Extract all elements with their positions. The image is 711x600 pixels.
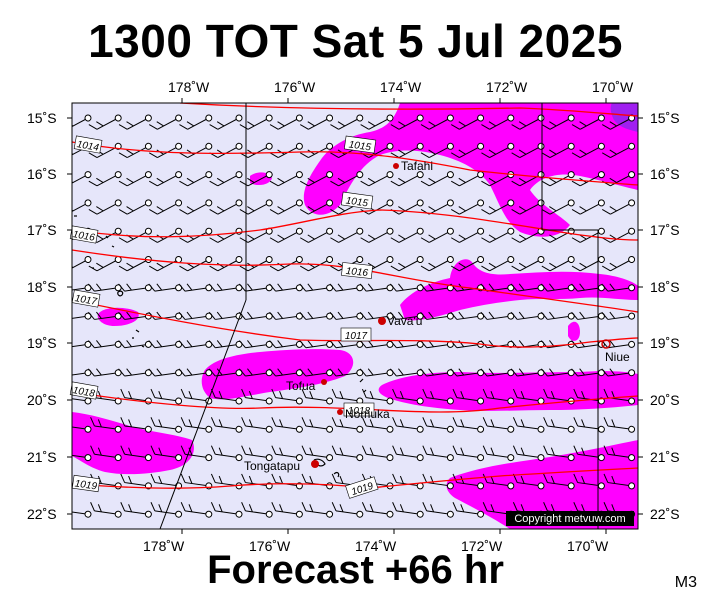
lat-label: 22˚S: [650, 506, 680, 522]
lon-label: 172˚W: [461, 538, 503, 554]
tafahi-marker: [393, 163, 399, 169]
latitude-labels-right: 15˚S 16˚S 17˚S 18˚S 19˚S 20˚S 21˚S 22˚S: [650, 110, 680, 522]
longitude-labels-top: 178˚W 176˚W 174˚W 172˚W 170˚W: [168, 79, 634, 95]
lat-label: 18˚S: [650, 279, 680, 295]
lat-label: 22˚S: [27, 506, 57, 522]
lon-label: 174˚W: [355, 538, 397, 554]
lon-label: 170˚W: [567, 538, 609, 554]
lat-label: 18˚S: [27, 279, 57, 295]
lat-label: 16˚S: [650, 166, 680, 182]
place-label-tongatapu: Tongatapu: [244, 459, 300, 473]
tongatapu-marker: [311, 460, 319, 468]
place-labels: Tafahi Vava'u Niue Tofua Nomuka Tongatap…: [244, 159, 630, 473]
lat-label: 20˚S: [650, 392, 680, 408]
lat-label: 15˚S: [650, 110, 680, 126]
lon-label: 172˚W: [486, 79, 528, 95]
heavy-precipitation-area: [610, 103, 638, 132]
lat-label: 19˚S: [27, 335, 57, 351]
place-label-tafahi: Tafahi: [401, 159, 433, 173]
isobar-label: 1016: [345, 266, 369, 279]
lat-label: 17˚S: [650, 222, 680, 238]
zone-boundaries: [159, 103, 599, 530]
lon-label: 178˚W: [143, 538, 185, 554]
copyright-box: [506, 511, 634, 526]
tofua-marker: [321, 379, 327, 385]
isobar-labels: 1014 1015 1015 1016 1016 1017 1017 1018 …: [69, 135, 379, 499]
nomuka-marker: [337, 409, 343, 415]
place-label-vavau: Vava'u: [387, 314, 422, 328]
model-label: M3: [674, 574, 697, 591]
map-title: 1300 TOT Sat 5 Jul 2025: [88, 15, 623, 67]
isobar-label: 1014: [76, 139, 100, 154]
latitude-labels-left: 15˚S 16˚S 17˚S 18˚S 19˚S 20˚S 21˚S 22˚S: [27, 110, 57, 522]
lon-label: 176˚W: [249, 538, 291, 554]
niue-marker: [601, 339, 611, 349]
isobar-label: 1015: [345, 195, 369, 209]
isobar-label: 1015: [348, 139, 372, 153]
lat-label: 21˚S: [650, 449, 680, 465]
longitude-labels-bottom: 178˚W 176˚W 174˚W 172˚W 170˚W: [143, 538, 609, 554]
place-label-tofua: Tofua: [286, 379, 316, 393]
lat-label: 17˚S: [27, 222, 57, 238]
isobar-label: 1019: [74, 478, 98, 492]
isobar-label: 1017: [74, 293, 98, 308]
map-frame: [71, 102, 639, 530]
place-label-nomuka: Nomuka: [345, 407, 390, 421]
copyright-text: Copyright metvuw.com: [514, 513, 625, 525]
vavau-marker: [378, 317, 386, 325]
isobar-label: 1016: [72, 229, 96, 244]
lat-label: 20˚S: [27, 392, 57, 408]
frame-ticks: [67, 98, 643, 534]
lon-label: 170˚W: [592, 79, 634, 95]
forecast-label: Forecast +66 hr: [207, 548, 504, 592]
place-label-niue: Niue: [605, 350, 630, 364]
lon-label: 174˚W: [380, 79, 422, 95]
lat-label: 16˚S: [27, 166, 57, 182]
isobar-label: 1017: [345, 331, 368, 342]
lon-label: 178˚W: [168, 79, 210, 95]
place-markers: [311, 163, 611, 468]
isobar-label: 1018: [72, 385, 96, 400]
isobar-label: 1018: [348, 406, 371, 417]
lat-label: 19˚S: [650, 335, 680, 351]
lon-label: 176˚W: [274, 79, 316, 95]
lat-label: 21˚S: [27, 449, 57, 465]
lat-label: 15˚S: [27, 110, 57, 126]
